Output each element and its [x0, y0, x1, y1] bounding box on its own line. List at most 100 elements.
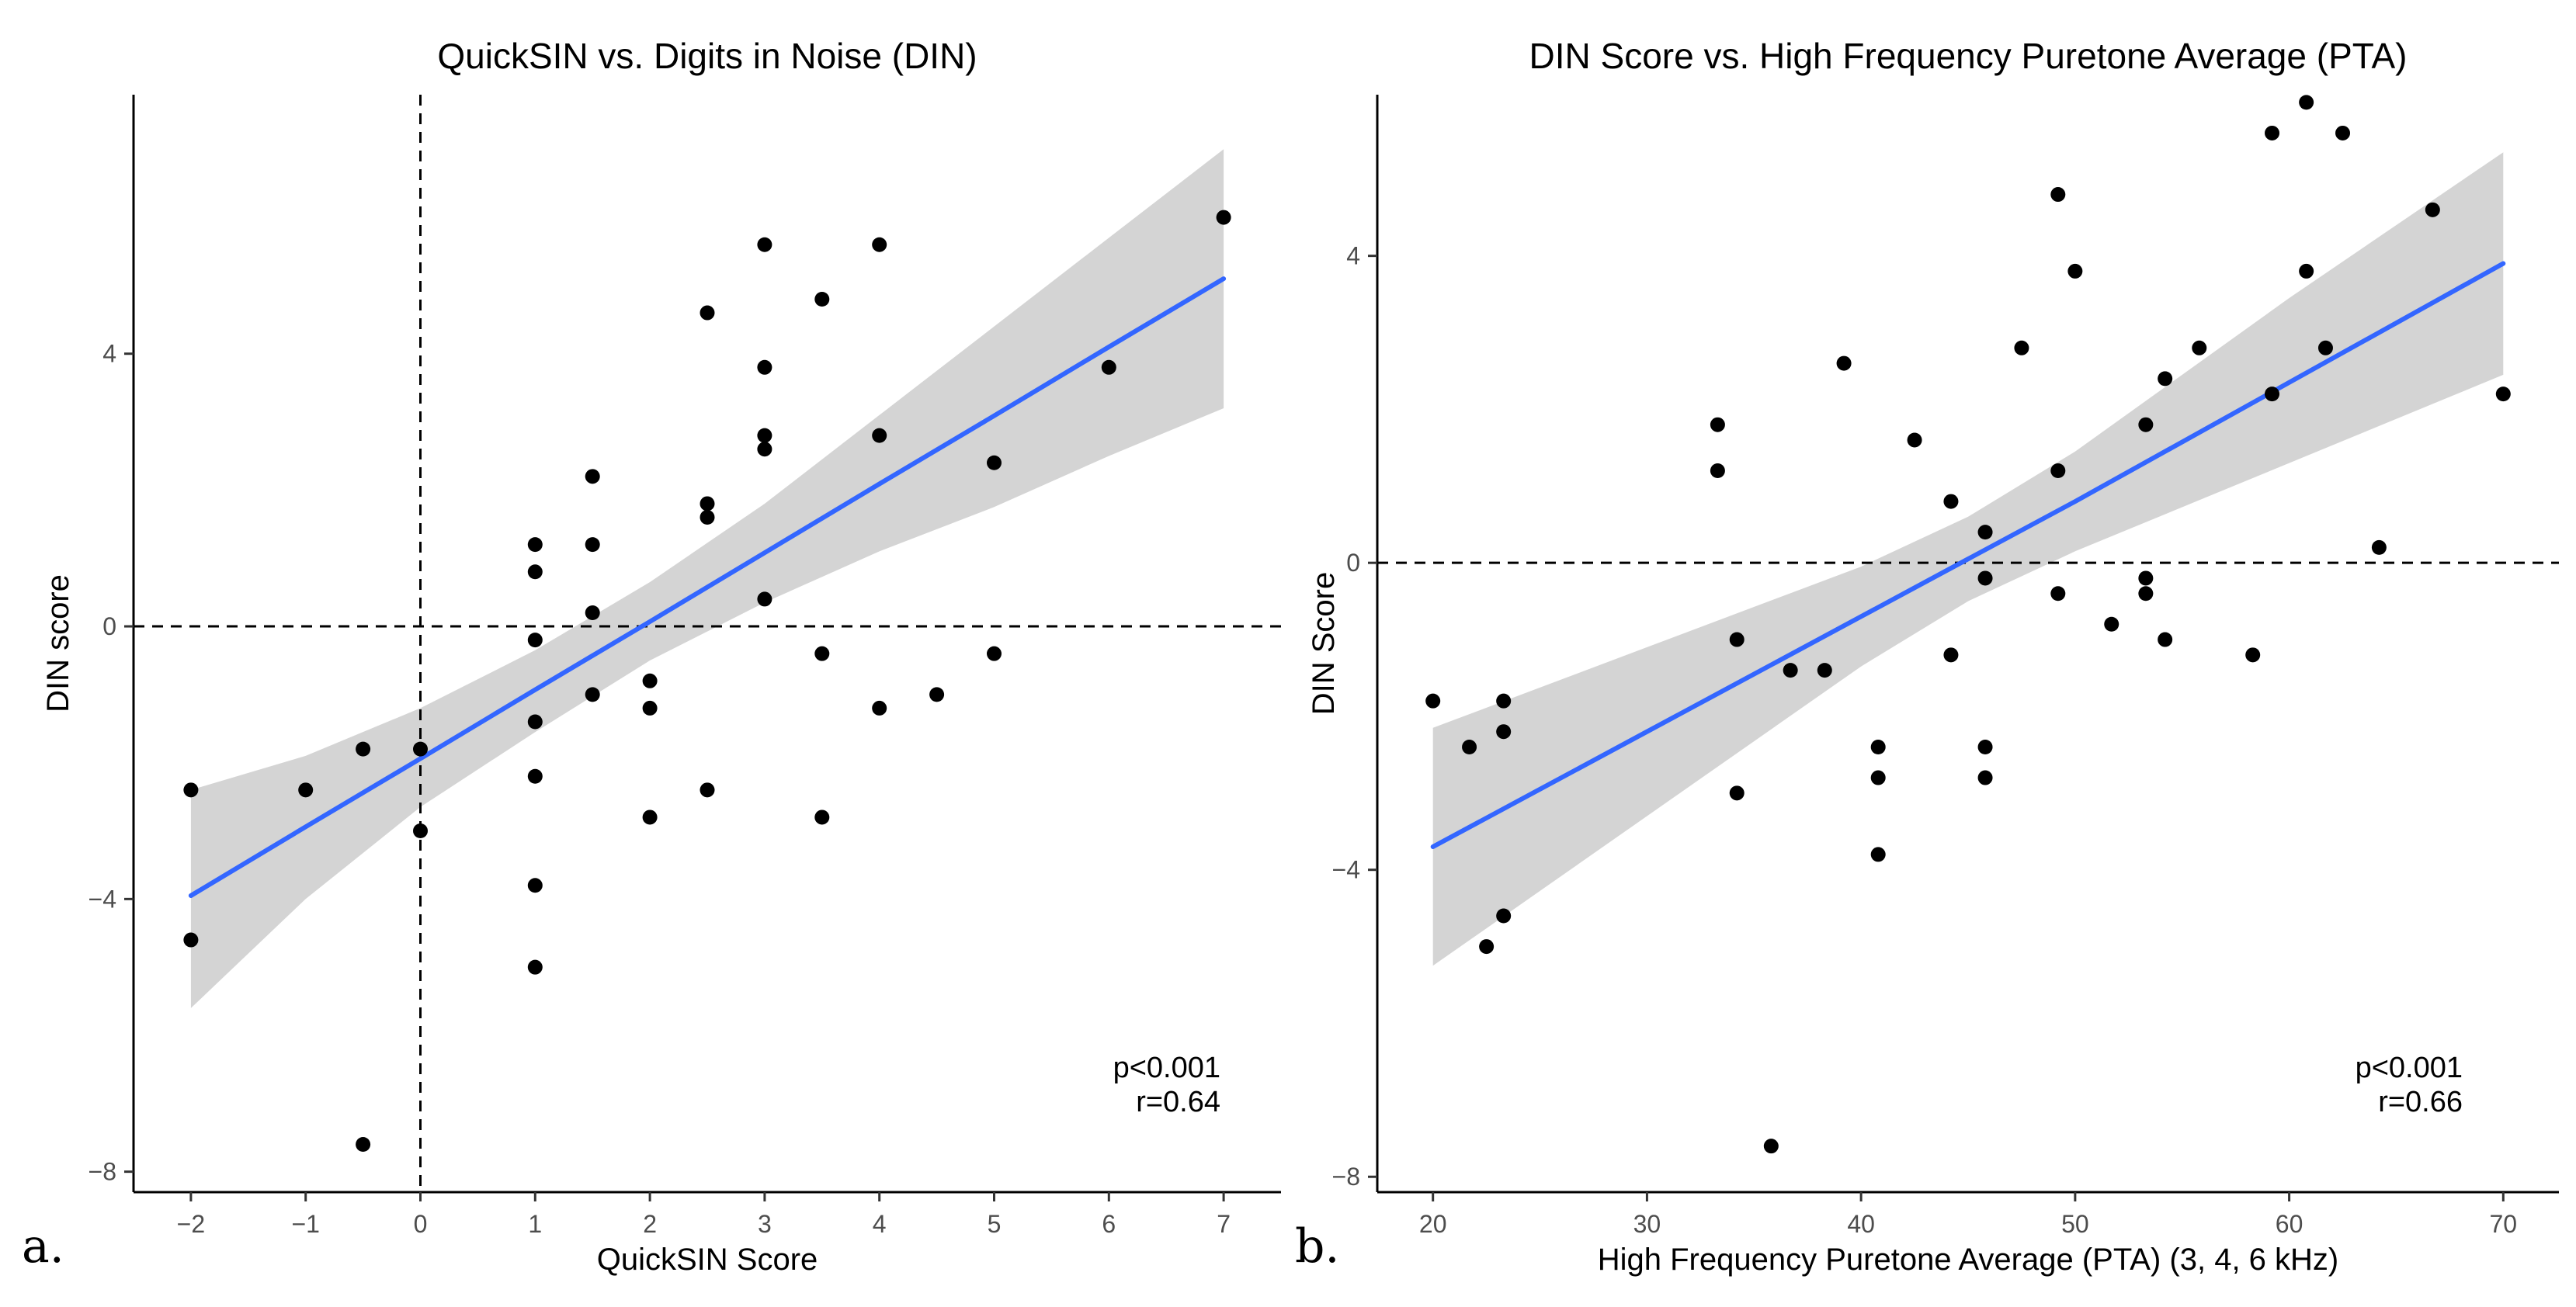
data-point — [2335, 125, 2351, 140]
data-point — [1763, 1139, 1779, 1154]
data-point — [2192, 340, 2207, 355]
data-point — [1710, 463, 1725, 479]
data-point — [527, 564, 543, 580]
data-point — [2158, 371, 2173, 387]
data-point — [1462, 739, 1477, 754]
data-point — [757, 591, 772, 607]
data-point — [2050, 586, 2066, 601]
chart-title: DIN Score vs. High Frequency Puretone Av… — [1529, 36, 2408, 76]
data-point — [1496, 908, 1512, 924]
data-point — [585, 605, 600, 620]
data-point — [1943, 494, 1959, 509]
data-point — [1216, 210, 1231, 225]
y-axis-label: DIN score — [41, 574, 75, 712]
x-tick-label: 6 — [1102, 1210, 1116, 1238]
data-point — [700, 496, 715, 511]
panel-label: a. — [22, 1219, 64, 1274]
data-point — [757, 359, 772, 375]
x-tick-label: 50 — [2061, 1210, 2089, 1238]
data-point — [2299, 95, 2314, 110]
data-point — [814, 646, 830, 661]
y-tick-label: −8 — [1332, 1163, 1360, 1191]
data-point — [2050, 187, 2066, 203]
data-point — [1870, 739, 1886, 754]
data-point — [757, 428, 772, 443]
y-tick-label: 0 — [102, 612, 116, 640]
data-point — [2265, 387, 2280, 402]
data-point — [2138, 586, 2154, 601]
data-point — [413, 823, 428, 839]
y-axis-label: DIN Score — [1307, 572, 1341, 716]
data-point — [872, 700, 887, 716]
data-points — [1425, 95, 2511, 1154]
data-point — [1870, 847, 1886, 862]
data-point — [1496, 724, 1512, 740]
correlation-annotation: r=0.66 — [2378, 1086, 2463, 1118]
data-point — [356, 741, 371, 757]
data-point — [2299, 263, 2314, 279]
data-point — [1977, 570, 1993, 586]
data-point — [2138, 570, 2154, 586]
regression-line — [188, 276, 1227, 898]
x-tick-label: 60 — [2276, 1210, 2303, 1238]
panel-label: b. — [1295, 1219, 1339, 1274]
x-tick-label: 0 — [414, 1210, 428, 1238]
y-tick-label: −4 — [89, 885, 116, 913]
data-point — [585, 537, 600, 553]
y-tick-label: −8 — [89, 1158, 116, 1186]
data-point — [2265, 125, 2280, 140]
data-point — [1496, 693, 1512, 709]
x-tick-label: 70 — [2490, 1210, 2518, 1238]
data-point — [2067, 263, 2083, 279]
y-tick-label: 4 — [1346, 242, 1360, 270]
data-point — [2245, 647, 2261, 663]
data-point — [527, 714, 543, 730]
data-point — [642, 700, 658, 716]
data-point — [1907, 432, 1922, 448]
data-point — [2014, 340, 2029, 355]
data-point — [872, 237, 887, 252]
x-tick-label: 40 — [1847, 1210, 1875, 1238]
data-point — [2158, 632, 2173, 647]
x-tick-label: 5 — [988, 1210, 1002, 1238]
data-point — [2050, 463, 2066, 479]
data-point — [1836, 355, 1852, 371]
data-point — [1425, 693, 1441, 709]
regression-line — [1430, 261, 2506, 849]
p-value-annotation: p<0.001 — [1113, 1052, 1220, 1084]
data-point — [183, 932, 199, 948]
data-point — [1101, 359, 1116, 375]
data-point — [183, 782, 199, 798]
data-point — [2104, 616, 2119, 632]
data-point — [1977, 739, 1993, 754]
data-point — [987, 455, 1002, 470]
data-point — [642, 810, 658, 825]
data-point — [527, 633, 543, 648]
data-point — [929, 687, 945, 702]
data-point — [1729, 785, 1745, 801]
data-point — [1870, 770, 1886, 785]
data-points — [183, 210, 1231, 1153]
chart-panel-b: 20 30 40 50 60 70 −8 −4 0 4 DIN Score vs. High Fre… — [1295, 36, 2559, 1277]
x-tick-label: 20 — [1419, 1210, 1447, 1238]
data-point — [1783, 663, 1798, 678]
data-point — [642, 673, 658, 688]
data-point — [527, 959, 543, 975]
confidence-band — [190, 149, 1224, 1008]
data-point — [1977, 525, 1993, 540]
data-point — [814, 291, 830, 307]
x-tick-label: 1 — [528, 1210, 542, 1238]
data-point — [527, 878, 543, 893]
correlation-annotation: r=0.64 — [1136, 1086, 1220, 1118]
x-tick-label: 3 — [758, 1210, 772, 1238]
y-tick-label: 4 — [102, 340, 116, 368]
data-point — [356, 1137, 371, 1153]
data-point — [1479, 939, 1495, 955]
data-point — [527, 537, 543, 553]
data-point — [1817, 663, 1832, 678]
data-point — [757, 442, 772, 457]
chart-title: QuickSIN vs. Digits in Noise (DIN) — [437, 36, 977, 76]
data-point — [1977, 770, 1993, 785]
chart-panel-a: −2 −1 0 1 2 3 4 5 6 7 −8 −4 0 4 QuickSIN vs. Digits in… — [22, 36, 1281, 1277]
